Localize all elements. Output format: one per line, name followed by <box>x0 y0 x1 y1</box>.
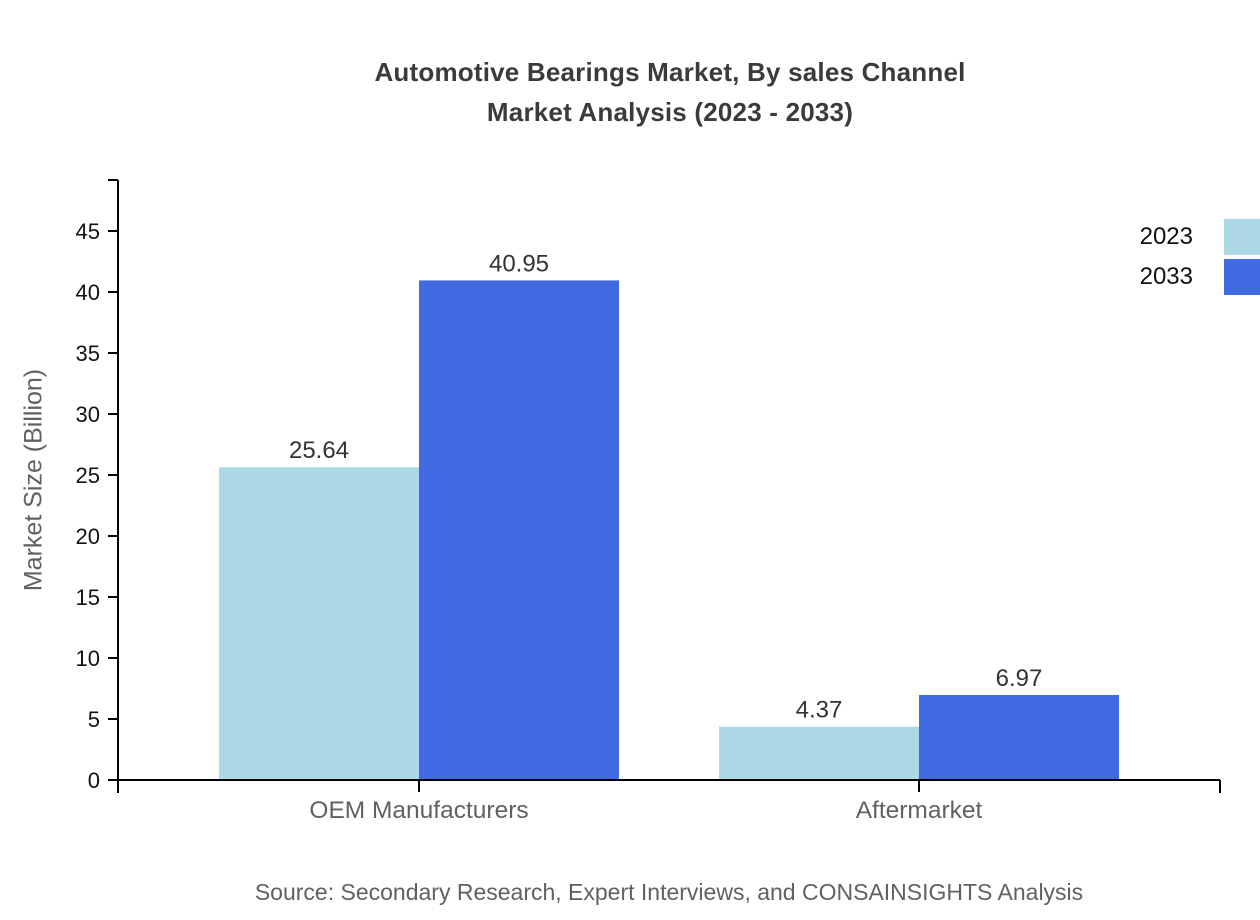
legend-item: 2033 <box>1140 259 1260 295</box>
y-tick-label: 10 <box>76 646 100 671</box>
chart-title-line2: Market Analysis (2023 - 2033) <box>486 97 854 127</box>
bar-chart-plot: 25.64 40.95 OEM Manufacturers 4.37 6.97 After… <box>76 179 1221 824</box>
bar-2023-oem-manufacturers <box>219 467 419 780</box>
legend: 2023 2033 <box>1140 219 1260 295</box>
y-tick-label: 0 <box>88 768 100 793</box>
legend-label: 2033 <box>1139 263 1193 290</box>
source-note: Source: Secondary Research, Expert Inter… <box>254 879 1084 905</box>
chart-title-line1: Automotive Bearings Market, By sales Cha… <box>374 57 966 87</box>
legend-label: 2023 <box>1139 223 1193 250</box>
legend-item: 2023 <box>1140 219 1260 255</box>
bar-2023-aftermarket <box>719 726 919 780</box>
y-tick-label: 15 <box>76 585 100 610</box>
y-tick-label: 25 <box>76 463 100 488</box>
x-category-label: OEM Manufacturers <box>309 797 528 824</box>
chart-title: Automotive Bearings Market, By sales Cha… <box>0 52 1260 132</box>
y-tick-label: 45 <box>76 219 100 244</box>
bar-value-label: 4.37 <box>796 697 843 724</box>
y-tick-label: 30 <box>76 402 100 427</box>
bar-2033-aftermarket <box>919 694 1119 780</box>
bar-value-label: 25.64 <box>289 437 349 464</box>
legend-swatch <box>1224 259 1260 295</box>
bar-value-label: 6.97 <box>996 665 1043 692</box>
bar-value-label: 40.95 <box>489 250 549 277</box>
y-tick-label: 5 <box>88 707 100 732</box>
y-tick-label: 40 <box>76 280 100 305</box>
bar-2033-oem-manufacturers <box>419 280 619 780</box>
legend-swatch <box>1224 219 1260 255</box>
y-tick-label: 35 <box>76 341 100 366</box>
x-category-label: Aftermarket <box>856 797 983 824</box>
y-tick-label: 20 <box>76 524 100 549</box>
